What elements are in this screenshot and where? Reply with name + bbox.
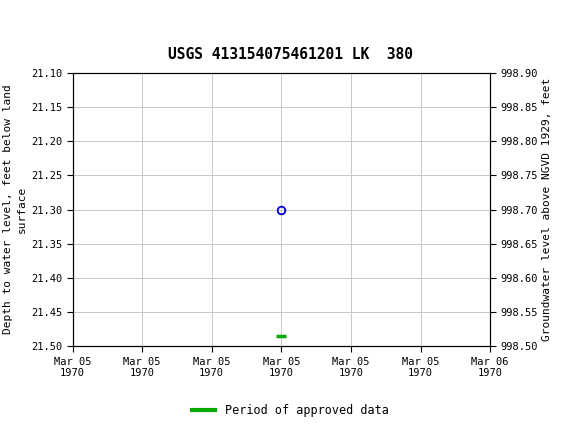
Text: USGS: USGS — [44, 10, 99, 28]
Y-axis label: Depth to water level, feet below land
surface: Depth to water level, feet below land su… — [3, 85, 27, 335]
Y-axis label: Groundwater level above NGVD 1929, feet: Groundwater level above NGVD 1929, feet — [542, 78, 552, 341]
Text: USGS 413154075461201 LK  380: USGS 413154075461201 LK 380 — [168, 47, 412, 62]
Legend: Period of approved data: Period of approved data — [187, 399, 393, 422]
